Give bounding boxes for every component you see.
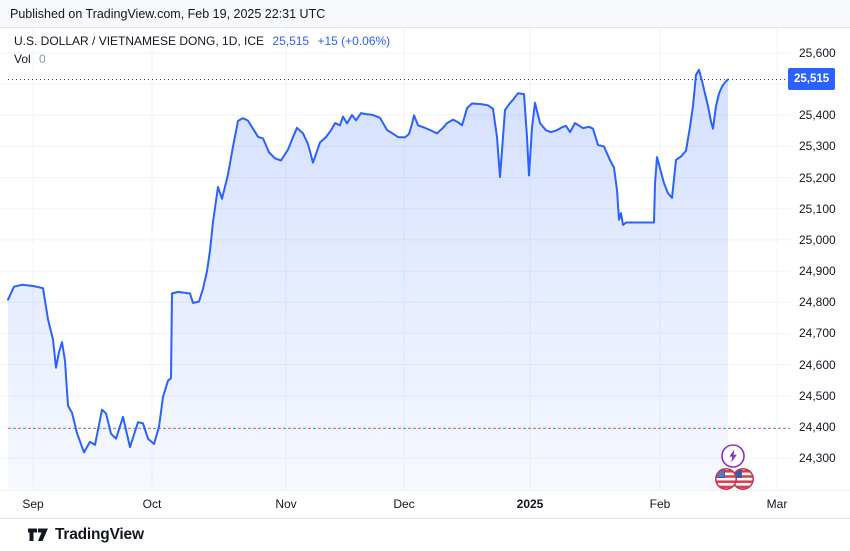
legend-volume-row: Vol 0 (14, 51, 390, 67)
published-text: Published on TradingView.com, Feb 19, 20… (10, 6, 326, 21)
y-axis-label: 25,100 (799, 201, 836, 216)
tradingview-logo-icon (28, 528, 48, 541)
brand-text: TradingView (55, 526, 144, 543)
us-flag-events-marker[interactable] (712, 466, 756, 492)
y-axis-label: 24,900 (799, 264, 836, 279)
x-axis-label: Dec (393, 497, 415, 511)
x-axis-label: Feb (649, 497, 671, 511)
y-axis-label: 24,600 (799, 357, 836, 372)
y-axis-label: 24,500 (799, 388, 836, 403)
chart-pane[interactable]: U.S. DOLLAR / VIETNAMESE DONG, 1D, ICE 2… (0, 28, 850, 518)
y-axis-label: 25,400 (799, 108, 836, 123)
price-area-fill (8, 69, 728, 490)
time-axis[interactable]: Sep Oct Nov Dec 2025 Feb Mar (0, 490, 850, 518)
price-line (7, 68, 729, 454)
y-axis-label: 25,200 (799, 170, 836, 185)
price-chart[interactable] (0, 28, 790, 490)
x-axis-label: Nov (275, 497, 297, 511)
us-flag-icon (715, 468, 754, 490)
tradingview-logo[interactable]: TradingView (28, 526, 144, 544)
price-axis[interactable]: 25,600 25,400 25,300 25,200 25,100 25,000 24,9… (790, 28, 850, 490)
legend: U.S. DOLLAR / VIETNAMESE DONG, 1D, ICE 2… (14, 33, 390, 67)
y-axis-label: 24,800 (799, 295, 836, 310)
y-axis-label: 24,700 (799, 326, 836, 341)
x-axis-label: 2025 (516, 497, 544, 511)
legend-change: +15 (+0.06%) (317, 34, 391, 48)
symbol-title: U.S. DOLLAR / VIETNAMESE DONG, 1D, ICE (14, 34, 265, 48)
y-axis-label: 25,000 (799, 232, 836, 247)
legend-symbol-row: U.S. DOLLAR / VIETNAMESE DONG, 1D, ICE 2… (14, 33, 390, 49)
x-axis-label: Sep (22, 497, 44, 511)
legend-price: 25,515 (272, 34, 310, 48)
x-axis-label: Oct (142, 497, 162, 511)
published-bar: Published on TradingView.com, Feb 19, 20… (0, 0, 850, 28)
vol-label: Vol (14, 52, 31, 66)
footer: TradingView (0, 518, 850, 551)
vol-value: 0 (39, 52, 46, 66)
lightning-icon (721, 444, 745, 468)
x-axis-label: Mar (766, 497, 788, 511)
y-axis-label: 24,400 (799, 419, 836, 434)
y-axis-label: 25,600 (799, 46, 836, 60)
lightning-event-marker[interactable] (720, 443, 746, 469)
y-axis-label: 24,300 (799, 451, 836, 465)
last-price-badge: 25,515 (788, 68, 836, 91)
y-axis-label: 25,300 (799, 139, 836, 154)
